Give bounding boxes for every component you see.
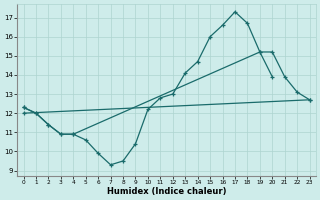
- X-axis label: Humidex (Indice chaleur): Humidex (Indice chaleur): [107, 187, 226, 196]
